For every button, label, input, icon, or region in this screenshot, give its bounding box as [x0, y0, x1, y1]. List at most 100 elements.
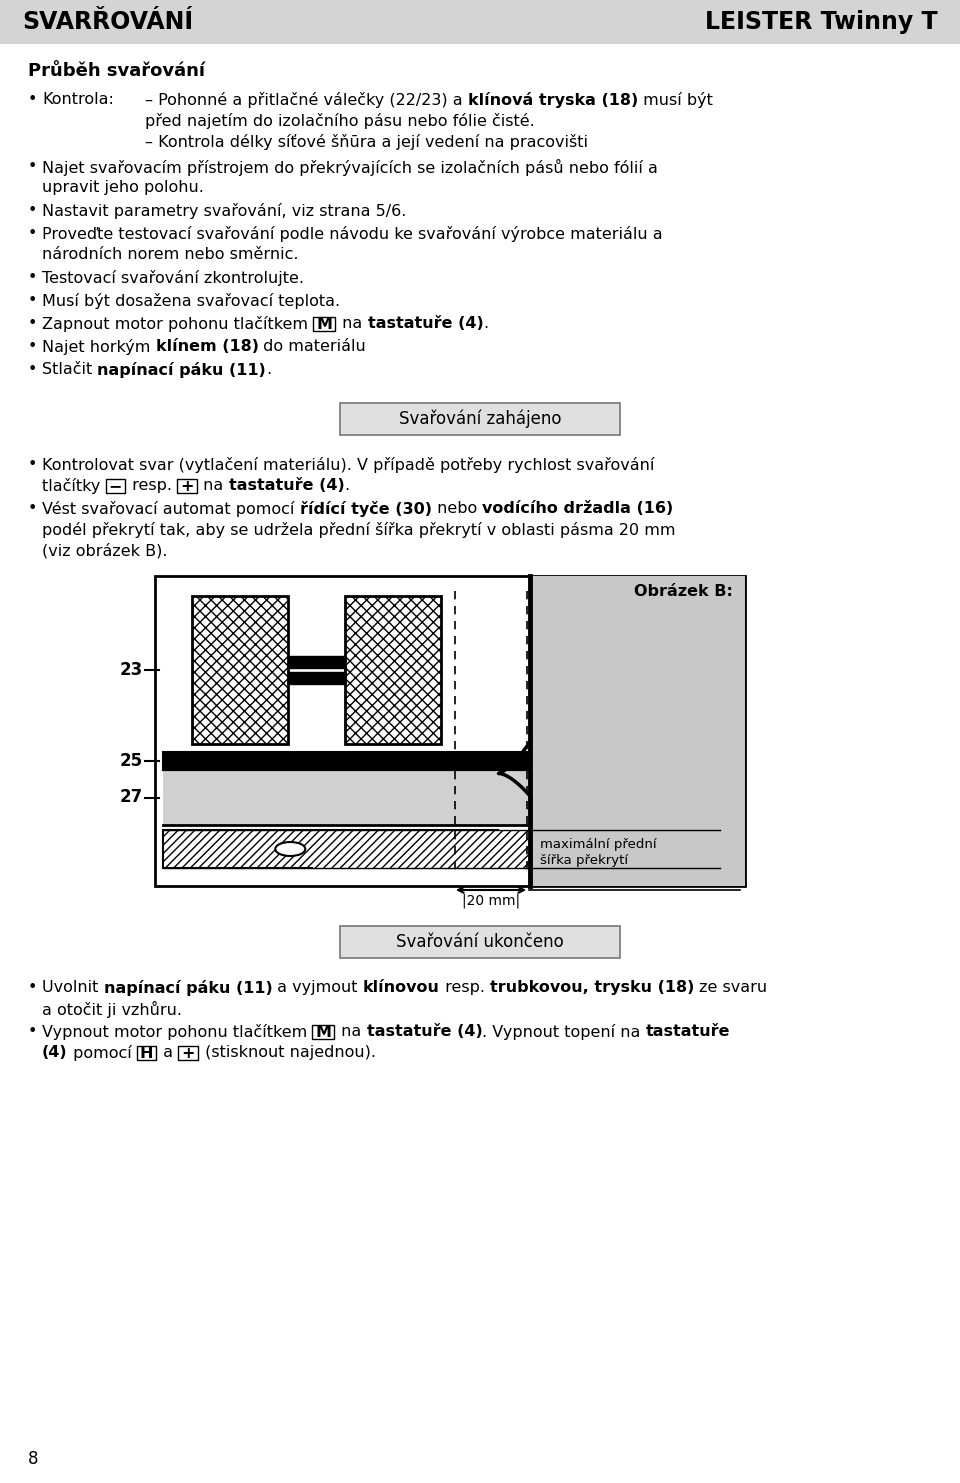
Bar: [179, 1046, 198, 1060]
Bar: [340, 925, 620, 958]
Text: klínovou: klínovou: [363, 980, 440, 995]
Text: Uvolnit: Uvolnit: [42, 980, 104, 995]
Text: napínací páku (11): napínací páku (11): [97, 362, 266, 378]
Text: SVARŘOVÁNÍ: SVARŘOVÁNÍ: [22, 10, 193, 34]
Text: (stisknout najednou).: (stisknout najednou).: [200, 1046, 375, 1060]
Text: +: +: [180, 479, 194, 494]
Bar: [192, 596, 288, 744]
Text: resp.: resp.: [440, 980, 490, 995]
Text: •: •: [28, 294, 37, 308]
Text: a vyjmout: a vyjmout: [273, 980, 363, 995]
Text: a otočit ji vzhůru.: a otočit ji vzhůru.: [42, 1001, 182, 1017]
Text: M: M: [316, 1025, 331, 1040]
Text: národních norem nebo směrnic.: národních norem nebo směrnic.: [42, 248, 299, 262]
Bar: [155, 575, 745, 885]
Text: M: M: [316, 317, 332, 332]
Text: •: •: [28, 159, 37, 174]
Text: +: +: [181, 1046, 195, 1060]
Text: 25: 25: [120, 752, 143, 770]
Text: na: na: [199, 478, 228, 492]
Text: napínací páku (11): napínací páku (11): [104, 980, 273, 997]
Text: podél překrytí tak, aby se udržela přední šířka překrytí v oblasti pásma 20 mm: podél překrytí tak, aby se udržela předn…: [42, 522, 676, 538]
Text: |20 mm|: |20 mm|: [462, 894, 520, 909]
Bar: [288, 672, 345, 684]
Text: (viz obrázek B).: (viz obrázek B).: [42, 543, 167, 559]
Bar: [136, 1046, 156, 1060]
Text: tastatuře (4): tastatuře (4): [367, 1023, 483, 1040]
Text: •: •: [28, 501, 37, 516]
Bar: [288, 655, 345, 667]
Bar: [530, 575, 745, 885]
Text: na: na: [336, 1023, 367, 1040]
Text: Kontrolovat svar (vytlačení materiálu). V případě potřeby rychlost svařování: Kontrolovat svar (vytlačení materiálu). …: [42, 457, 655, 473]
Text: musí být: musí být: [638, 92, 713, 108]
Text: Testovací svařování zkontrolujte.: Testovací svařování zkontrolujte.: [42, 270, 304, 286]
Text: •: •: [28, 203, 37, 218]
Text: Vést svařovací automat pomocí: Vést svařovací automat pomocí: [42, 501, 300, 518]
Text: před najetím do izolačního pásu nebo fólie čisté.: před najetím do izolačního pásu nebo fól…: [145, 113, 535, 129]
Text: H: H: [139, 1046, 153, 1060]
Text: tastatuře: tastatuře: [646, 1023, 731, 1040]
Text: .: .: [266, 362, 272, 377]
Text: maximální přední: maximální přední: [540, 838, 657, 851]
Text: Kontrola:: Kontrola:: [42, 92, 114, 107]
Text: LEISTER Twinny T: LEISTER Twinny T: [706, 10, 938, 34]
Text: •: •: [28, 1023, 37, 1040]
Text: trubkovou, trysku (18): trubkovou, trysku (18): [490, 980, 694, 995]
Text: 23: 23: [120, 661, 143, 679]
Text: Svařování ukončeno: Svařování ukončeno: [396, 933, 564, 951]
Bar: [0, 0, 960, 44]
Text: vodícího držadla (16): vodícího držadla (16): [482, 501, 673, 516]
Bar: [106, 479, 125, 494]
Text: Proveďte testovací svařování podle návodu ke svařování výrobce materiálu a: Proveďte testovací svařování podle návod…: [42, 225, 662, 242]
Text: .: .: [345, 478, 349, 492]
Ellipse shape: [276, 842, 305, 856]
Bar: [313, 317, 335, 331]
Text: upravit jeho polohu.: upravit jeho polohu.: [42, 179, 204, 194]
Text: Nastavit parametry svařování, viz strana 5/6.: Nastavit parametry svařování, viz strana…: [42, 203, 406, 219]
Bar: [312, 1025, 334, 1040]
Text: do materiálu: do materiálu: [258, 340, 367, 354]
Text: Najet horkým: Najet horkým: [42, 340, 156, 354]
Text: Obrázek B:: Obrázek B:: [635, 584, 733, 599]
Text: •: •: [28, 980, 37, 995]
Text: •: •: [28, 225, 37, 242]
Text: •: •: [28, 92, 37, 107]
Text: •: •: [28, 270, 37, 285]
Bar: [345, 596, 441, 744]
Text: nebo: nebo: [431, 501, 482, 516]
Text: tastatuře (4): tastatuře (4): [228, 478, 345, 492]
Text: – Pohonné a přitlačné válečky (22/23) a: – Pohonné a přitlačné válečky (22/23) a: [145, 92, 468, 108]
Text: ze svaru: ze svaru: [694, 980, 767, 995]
Text: (4): (4): [42, 1046, 67, 1060]
Bar: [313, 830, 530, 868]
Text: Průběh svařování: Průběh svařování: [28, 62, 205, 80]
Text: •: •: [28, 457, 37, 472]
Text: Najet svařovacím přístrojem do překrývajících se izolačních pásů nebo fólií a: Najet svařovacím přístrojem do překrývaj…: [42, 159, 658, 176]
Text: 27: 27: [120, 789, 143, 807]
Text: Stlačit: Stlačit: [42, 362, 97, 377]
Text: klínová tryska (18): klínová tryska (18): [468, 92, 638, 108]
Text: šířka překrytí: šířka překrytí: [540, 854, 628, 868]
Text: . Vypnout topení na: . Vypnout topení na: [483, 1023, 646, 1040]
Text: tlačítky: tlačítky: [42, 478, 106, 494]
Text: tastatuře (4): tastatuře (4): [368, 316, 483, 331]
Text: pomocí: pomocí: [67, 1046, 136, 1060]
Text: – Kontrola délky síťové šňūra a její vedení na pracovišti: – Kontrola délky síťové šňūra a její ved…: [145, 133, 588, 150]
Bar: [163, 752, 530, 770]
Bar: [177, 479, 197, 494]
Text: resp.: resp.: [127, 478, 177, 492]
Text: Musí být dosažena svařovací teplota.: Musí být dosažena svařovací teplota.: [42, 294, 340, 308]
Text: −: −: [108, 479, 122, 494]
Text: na: na: [337, 316, 368, 331]
Text: •: •: [28, 340, 37, 354]
Text: Vypnout motor pohonu tlačítkem: Vypnout motor pohonu tlačítkem: [42, 1023, 312, 1040]
Bar: [340, 403, 620, 435]
Bar: [163, 770, 530, 825]
Text: .: .: [483, 316, 489, 331]
Text: 8: 8: [28, 1450, 38, 1468]
Text: Zapnout motor pohonu tlačítkem: Zapnout motor pohonu tlačítkem: [42, 316, 313, 332]
Text: •: •: [28, 316, 37, 331]
Bar: [163, 830, 498, 868]
Text: •: •: [28, 362, 37, 377]
